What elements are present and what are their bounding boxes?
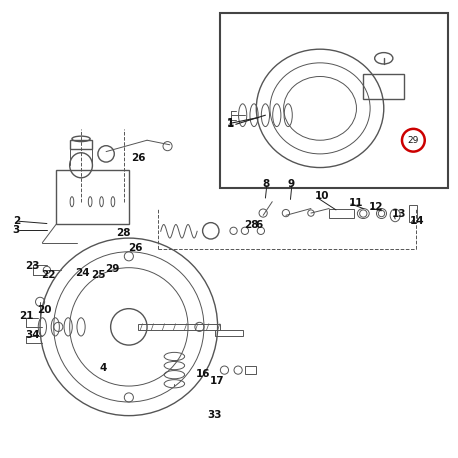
Text: 26: 26 — [131, 153, 146, 164]
Text: 29: 29 — [105, 264, 120, 273]
Text: 16: 16 — [196, 369, 211, 379]
Text: 29: 29 — [408, 136, 419, 145]
Bar — [138, 324, 220, 330]
Text: 21: 21 — [19, 311, 33, 322]
Text: 26: 26 — [128, 243, 142, 253]
Text: 25: 25 — [92, 270, 106, 280]
Text: 13: 13 — [392, 209, 406, 219]
Text: 6: 6 — [256, 220, 262, 230]
Text: 1: 1 — [227, 118, 234, 128]
Bar — [409, 205, 417, 222]
Bar — [215, 330, 243, 336]
Text: 24: 24 — [76, 268, 90, 278]
Bar — [220, 13, 447, 188]
Bar — [329, 209, 354, 218]
Text: 2: 2 — [13, 216, 20, 226]
Text: 23: 23 — [26, 262, 40, 271]
Text: 1: 1 — [227, 119, 234, 129]
Bar — [363, 74, 404, 99]
Bar — [56, 170, 129, 224]
Text: 22: 22 — [41, 270, 56, 280]
Text: 33: 33 — [207, 410, 222, 420]
Text: 4: 4 — [99, 363, 107, 373]
Text: 8: 8 — [262, 180, 269, 190]
Text: 10: 10 — [315, 191, 329, 201]
Text: 34: 34 — [26, 330, 40, 340]
Text: 28: 28 — [116, 228, 131, 238]
Bar — [70, 140, 93, 149]
Text: 17: 17 — [210, 376, 224, 386]
Text: 20: 20 — [37, 305, 51, 315]
Text: 3: 3 — [13, 225, 20, 235]
Text: 14: 14 — [410, 216, 425, 226]
Text: 28: 28 — [244, 220, 258, 230]
Text: 12: 12 — [369, 202, 384, 212]
Text: 9: 9 — [287, 180, 294, 190]
Text: 11: 11 — [349, 197, 363, 207]
Bar — [245, 366, 256, 374]
